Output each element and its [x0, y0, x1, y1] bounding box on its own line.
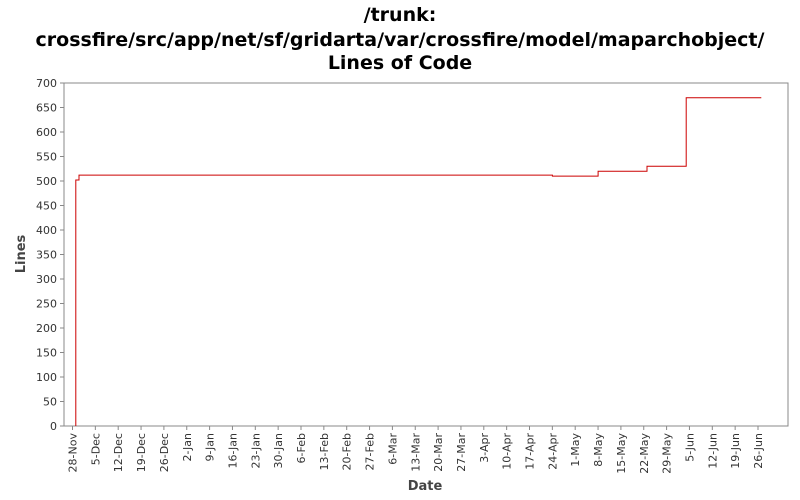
x-tick-label-27-Mar: 27-Mar [455, 433, 468, 472]
x-tick-label-15-May: 15-May [615, 433, 628, 474]
title-line-3: Lines of Code [328, 52, 472, 74]
x-tick-label-22-May: 22-May [638, 433, 651, 474]
x-axis: 28-Nov 5-Dec 12-Dec 19-Dec 26-Dec 2-Jan 9-Jan 1… [67, 426, 765, 474]
y-tick-label-600: 600 [36, 126, 57, 139]
y-tick-label-400: 400 [36, 224, 57, 237]
x-tick-label-19-Jun: 19-Jun [729, 433, 742, 469]
x-tick-label-12-Dec: 12-Dec [112, 433, 125, 472]
title-line-2: crossfire/src/app/net/sf/gridarta/var/cr… [36, 29, 765, 51]
x-tick-label-8-May: 8-May [592, 433, 605, 467]
x-tick-label-28-Nov: 28-Nov [67, 433, 80, 473]
y-tick-label-350: 350 [36, 249, 57, 262]
y-tick-label-450: 450 [36, 200, 57, 213]
x-tick-label-12-Jun: 12-Jun [706, 433, 719, 469]
y-tick-label-100: 100 [36, 371, 57, 384]
x-tick-label-1-May: 1-May [569, 433, 582, 467]
x-tick-label-23-Jan: 23-Jan [249, 433, 262, 469]
x-tick-label-27-Feb: 27-Feb [364, 433, 377, 470]
series-line-0 [75, 97, 762, 426]
y-tick-label-650: 650 [36, 102, 57, 115]
x-tick-label-20-Mar: 20-Mar [432, 433, 445, 472]
x-tick-label-9-Jan: 9-Jan [204, 433, 217, 462]
y-axis-label: Lines [14, 234, 29, 273]
y-tick-label-150: 150 [36, 347, 57, 360]
chart-title: /trunk: crossfire/src/app/net/sf/gridart… [36, 4, 765, 74]
x-tick-label-6-Feb: 6-Feb [295, 433, 308, 463]
y-tick-label-0: 0 [50, 420, 57, 433]
x-tick-label-20-Feb: 20-Feb [341, 433, 354, 470]
x-tick-label-26-Jun: 26-Jun [752, 433, 765, 469]
x-tick-label-16-Jan: 16-Jan [226, 433, 239, 469]
x-tick-label-13-Feb: 13-Feb [318, 433, 331, 470]
y-tick-label-500: 500 [36, 175, 57, 188]
y-axis: 0 50 100 150 200 250 300 350 400 450 500 550 600 650 7… [36, 77, 64, 433]
y-tick-label-200: 200 [36, 322, 57, 335]
x-tick-label-2-Jan: 2-Jan [181, 433, 194, 462]
x-tick-label-6-Mar: 6-Mar [386, 433, 399, 465]
y-tick-label-700: 700 [36, 77, 57, 90]
y-tick-label-550: 550 [36, 151, 57, 164]
x-tick-label-30-Jan: 30-Jan [272, 433, 285, 469]
x-tick-label-10-Apr: 10-Apr [501, 433, 514, 470]
plot-area [63, 82, 789, 427]
y-tick-label-50: 50 [43, 396, 57, 409]
x-tick-label-29-May: 29-May [661, 433, 674, 474]
x-tick-label-13-Mar: 13-Mar [409, 433, 422, 472]
x-tick-label-17-Apr: 17-Apr [524, 433, 537, 470]
x-tick-label-3-Apr: 3-Apr [478, 433, 491, 463]
x-tick-label-5-Dec: 5-Dec [89, 433, 102, 465]
x-tick-label-19-Dec: 19-Dec [135, 433, 148, 472]
x-tick-label-5-Jun: 5-Jun [683, 433, 696, 462]
series-layer [75, 97, 762, 426]
x-tick-label-24-Apr: 24-Apr [546, 433, 559, 470]
y-tick-label-300: 300 [36, 273, 57, 286]
x-tick-label-26-Dec: 26-Dec [158, 433, 171, 472]
y-tick-label-250: 250 [36, 298, 57, 311]
x-axis-label: Date [408, 479, 443, 494]
title-line-1: /trunk: [364, 4, 437, 26]
